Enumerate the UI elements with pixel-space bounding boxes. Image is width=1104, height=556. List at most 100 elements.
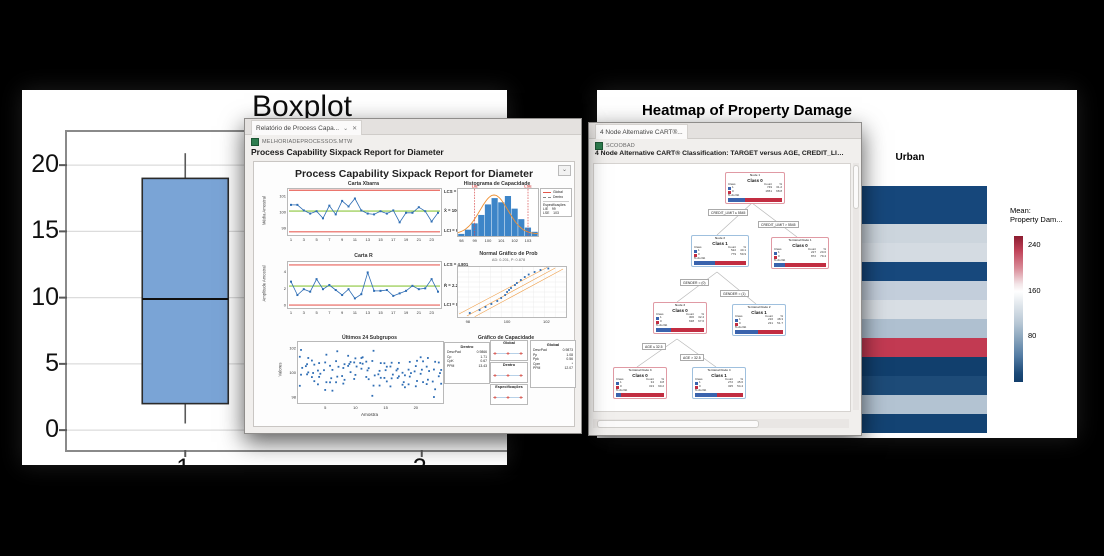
- svg-text:98: 98: [466, 319, 471, 324]
- scrollbar-thumb[interactable]: [853, 165, 859, 209]
- stat-row: CpK 0.67: [447, 359, 487, 364]
- cart-tree: Node 1 Class 0 Class Count% 1 749 31.2 0 1651 68.…: [593, 163, 851, 412]
- sixpack-tab-bar: Relatório de Process Capa... ⌄ ✕: [245, 119, 581, 135]
- tree-node-3[interactable]: Node 3 Class 0 Class Count% 1 306 32.4 0 638 67.6…: [653, 302, 707, 335]
- heatmap-cell: [862, 357, 987, 376]
- scrollbar-thumb[interactable]: [597, 420, 759, 428]
- svg-text:9: 9: [341, 237, 344, 242]
- tree-node-root[interactable]: Node 1 Class 0 Class Count% 1 749 31.2 0 1651 68.…: [725, 172, 785, 205]
- last24-ylabel: Valores: [277, 362, 283, 377]
- global-stats-rows: DesvPad 0.9873 Pp 1.08 Ppk 0.56 Cpm * PPM 12.07: [533, 348, 573, 371]
- svg-text:15: 15: [383, 405, 388, 410]
- svg-text:17: 17: [391, 310, 396, 315]
- svg-text:17: 17: [391, 237, 396, 242]
- legend-title-line1: Mean:: [1010, 206, 1031, 215]
- legend-item-global: Global: [543, 190, 569, 195]
- legend-item-dentro: Dentro: [543, 195, 569, 200]
- rchart-frame: 0 2 4 1 3 5 7 9 11 13 15 17 19 21 23: [284, 261, 442, 315]
- hist-legend: Global Dentro Especificações LIE 99 LSE …: [540, 188, 572, 217]
- svg-text:19: 19: [404, 237, 409, 242]
- svg-text:21: 21: [417, 237, 422, 242]
- tab-collapse-icon[interactable]: ⌄: [343, 125, 349, 132]
- heatmap-cell: [862, 243, 987, 262]
- svg-text:103: 103: [525, 238, 532, 243]
- tree-terminal-node-1[interactable]: Terminal Node 1 Class 0 Class Count% 1 227 20.…: [771, 237, 829, 270]
- probplot-frame: 98 100 102: [457, 266, 567, 324]
- dentro-stats-box: Dentro DesvPad 0.9866 Cp 1.71 CpK 0.67 PPM 13.4…: [444, 342, 490, 384]
- hist-chart: LIE LSE 98 99 100 101 102 103: [457, 185, 539, 243]
- svg-text:101: 101: [498, 238, 505, 243]
- svg-text:0: 0: [284, 303, 287, 308]
- split-label: CREDIT_LIMIT ≤ 5545: [708, 209, 749, 216]
- sixpack-worksheet-row: MELHORIADEPROCESSOS.MTW: [251, 138, 352, 146]
- tree-terminal-node-4[interactable]: Terminal Node 4 Class 1 Class Count% 1 272 45.…: [692, 367, 746, 400]
- tree-node-2[interactable]: Node 2 Class 1 Class Count% 1 522 40.1 0 779 59.9…: [691, 235, 749, 268]
- stat-row: Cpm *: [533, 361, 573, 366]
- interval-plot: [493, 396, 523, 399]
- legend-title-line2: Property Dam...: [1010, 215, 1063, 224]
- tab-close-icon[interactable]: ✕: [352, 125, 358, 132]
- xbar-ylabel: Média Amostral: [261, 196, 267, 225]
- heatmap-legend-title: Mean: Property Dam...: [1010, 206, 1063, 224]
- svg-text:3: 3: [303, 310, 306, 315]
- sixpack-tab-title: Relatório de Process Capa...: [256, 124, 340, 132]
- heatmap-cell: [862, 300, 987, 319]
- vertical-scrollbar[interactable]: [853, 163, 859, 410]
- tree-terminal-node-2[interactable]: Terminal Node 2 Class 1 Class Count% 1 216 48.…: [732, 304, 786, 337]
- svg-text:5: 5: [315, 237, 318, 242]
- cart-tab[interactable]: 4 Node Alternative CART®...: [595, 124, 688, 139]
- probplot-chart: 98 100 102: [458, 266, 566, 324]
- svg-text:102: 102: [511, 238, 518, 243]
- heatmap-cell: [862, 186, 987, 205]
- svg-text:11: 11: [353, 310, 358, 315]
- interval-global: Global: [490, 340, 528, 361]
- interval-plot: [493, 374, 523, 377]
- global-stats-box: Global DesvPad 0.9873 Pp 1.08 Ppk 0.56 Cpm * PPM…: [530, 340, 576, 388]
- report-dropdown-button[interactable]: ⌄: [558, 165, 571, 176]
- split-label: AGE > 32.5: [680, 354, 704, 361]
- interval-especificacoes: Especificações: [490, 384, 528, 405]
- heatmap-title: Heatmap of Property Damage: [641, 102, 853, 119]
- svg-text:15: 15: [378, 310, 383, 315]
- last24-chart: 98 100 102 5 10 15 20: [289, 346, 443, 410]
- svg-text:1: 1: [290, 310, 293, 315]
- svg-text:LSE: LSE: [524, 185, 532, 189]
- spec-block: Especificações LIE 99 LSE 103: [543, 201, 569, 215]
- stat-row: Cp 1.71: [447, 354, 487, 359]
- dentro-stats-rows: DesvPad 0.9866 Cp 1.71 CpK 0.67 PPM 13.43: [447, 350, 487, 368]
- tree-terminal-node-3[interactable]: Terminal Node 3 Class 0 Class Count% 1 34 9.8 0…: [613, 367, 667, 400]
- worksheet-icon: [251, 138, 259, 146]
- last24-title: Últimos 24 Subgrupos: [341, 335, 398, 341]
- boxplot-chart: [59, 153, 507, 457]
- xbar-center-label: X̄ = 100.060: [444, 208, 468, 213]
- interval-plot: [493, 352, 523, 355]
- svg-text:LIE: LIE: [472, 185, 478, 189]
- stat-row: DesvPad 0.9866: [447, 350, 487, 354]
- svg-text:15: 15: [378, 237, 383, 242]
- svg-text:20: 20: [414, 405, 419, 410]
- sixpack-tab[interactable]: Relatório de Process Capa... ⌄ ✕: [251, 120, 363, 135]
- colorbar-tick: 80: [1028, 331, 1037, 340]
- horizontal-scrollbar[interactable]: [593, 419, 849, 428]
- probplot-title: Normal Gráfico de Prob: [479, 251, 538, 257]
- boxplot-xtick: 2: [390, 454, 450, 465]
- heatmap-cell: [862, 338, 987, 357]
- colorbar-tick: 240: [1028, 240, 1041, 249]
- stat-row: Ppk 0.56: [533, 357, 573, 362]
- stat-row: Pp 1.08: [533, 352, 573, 357]
- heatmap-cell: [862, 414, 987, 433]
- heatmap-grid: [862, 186, 987, 433]
- sixpack-worksheet-name: MELHORIADEPROCESSOS.MTW: [262, 139, 353, 145]
- spec-lie: LIE 99: [543, 207, 556, 211]
- sixpack-heading: Process Capability Sixpack Report for Di…: [251, 147, 444, 157]
- split-label: AGE ≤ 32.5: [642, 343, 666, 350]
- svg-text:1: 1: [290, 237, 293, 242]
- svg-text:19: 19: [404, 310, 409, 315]
- colorbar-tick: 160: [1028, 286, 1041, 295]
- cart-tab-bar: 4 Node Alternative CART®...: [589, 123, 861, 139]
- svg-text:100: 100: [485, 238, 492, 243]
- stat-row: DesvPad 0.9873: [533, 348, 573, 352]
- boxplot-ytick: 15: [31, 216, 59, 245]
